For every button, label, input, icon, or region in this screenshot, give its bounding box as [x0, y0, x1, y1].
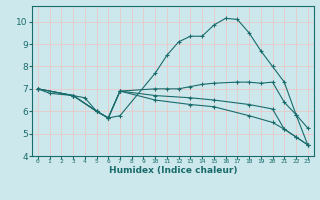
- X-axis label: Humidex (Indice chaleur): Humidex (Indice chaleur): [108, 166, 237, 175]
